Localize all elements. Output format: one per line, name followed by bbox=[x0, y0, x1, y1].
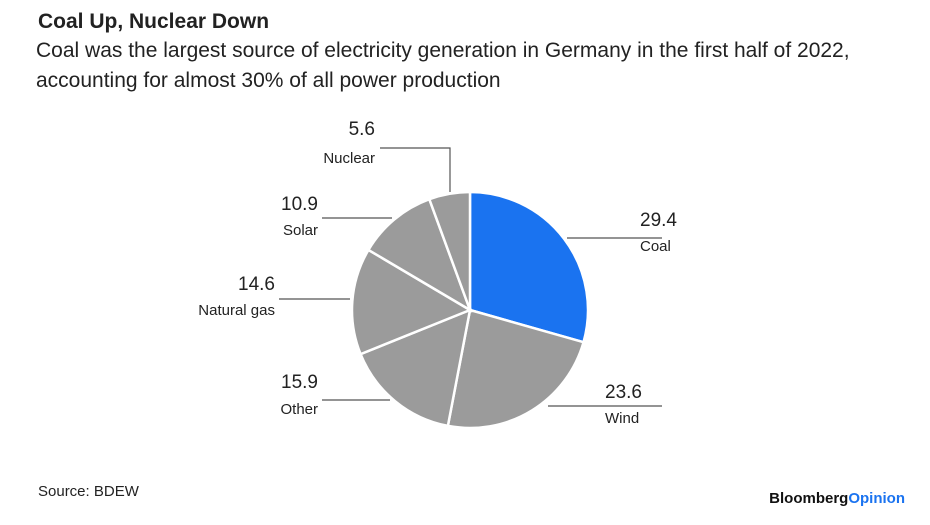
value-label: 29.4 bbox=[640, 210, 677, 231]
chart-title: Coal Up, Nuclear Down bbox=[38, 10, 269, 33]
brand: BloombergOpinion bbox=[769, 490, 905, 507]
pie bbox=[350, 190, 590, 430]
category-label: Wind bbox=[605, 410, 639, 427]
leader-line bbox=[380, 147, 451, 192]
brand-2: Opinion bbox=[848, 490, 905, 507]
value-label: 23.6 bbox=[605, 382, 642, 403]
category-label: Coal bbox=[640, 238, 671, 255]
value-label: 10.9 bbox=[281, 194, 318, 215]
value-label: 5.6 bbox=[349, 119, 375, 140]
pie-slice bbox=[468, 190, 590, 344]
category-label: Solar bbox=[283, 222, 318, 239]
brand-1: Bloomberg bbox=[769, 490, 848, 507]
source: Source: BDEW bbox=[38, 483, 140, 500]
subtitle-box: Coal was the largest source of electrici… bbox=[36, 39, 850, 92]
pie-slice bbox=[350, 248, 473, 356]
value-label: 14.6 bbox=[238, 274, 275, 295]
pie-slice bbox=[366, 197, 473, 313]
value-label: 15.9 bbox=[281, 372, 318, 393]
category-label: Other bbox=[280, 401, 318, 418]
pie-slice bbox=[427, 190, 472, 311]
category-label: Natural gas bbox=[198, 302, 275, 319]
pie-slice bbox=[358, 307, 472, 428]
chart-subtitle: Coal was the largest source of electrici… bbox=[36, 39, 850, 92]
pie-slice bbox=[446, 308, 586, 430]
category-label: Nuclear bbox=[323, 150, 375, 167]
